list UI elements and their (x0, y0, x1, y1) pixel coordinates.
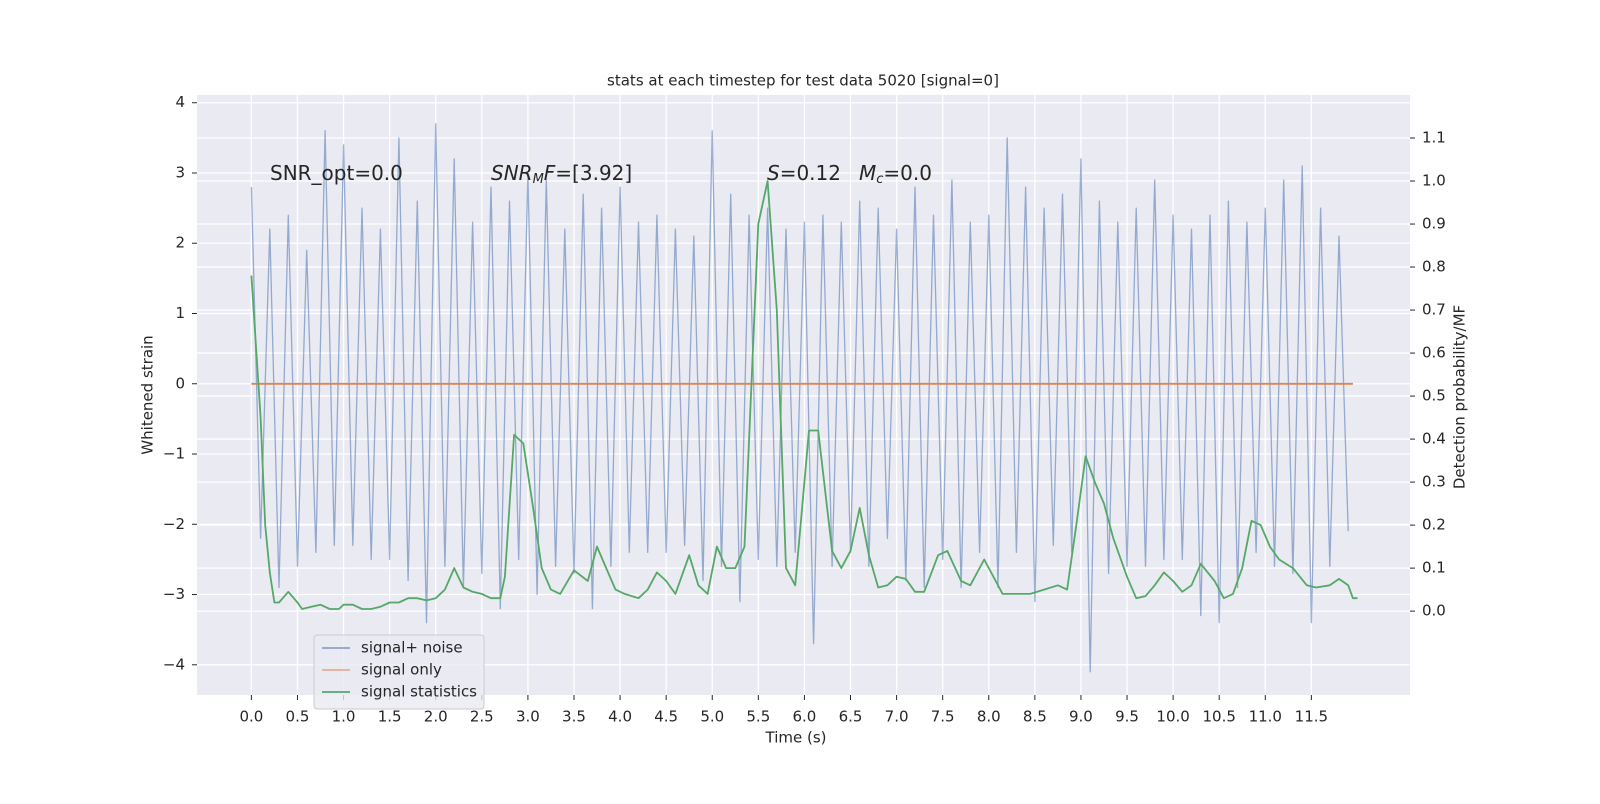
y2-tick-label: 1.1 (1422, 129, 1446, 147)
x-tick-label: 10.5 (1202, 708, 1235, 726)
y-tick-label: −3 (163, 585, 185, 603)
y2-tick-label: 0.8 (1422, 258, 1446, 276)
annotation-math: M (859, 161, 876, 185)
y-tick-label: 1 (175, 304, 185, 322)
x-tick-label: 8.0 (977, 708, 1001, 726)
annotation-text: =[3.92] (555, 161, 632, 185)
annotation: S=0.12 (767, 161, 841, 185)
legend-label: signal+ noise (361, 639, 463, 657)
legend-label: signal statistics (361, 683, 477, 701)
x-tick-label: 0.0 (239, 708, 263, 726)
y2-tick-label: 1.0 (1422, 172, 1446, 190)
y2-tick-label: 0.1 (1422, 559, 1446, 577)
annotation-subscript: M (533, 172, 544, 187)
series-line (250, 180, 1358, 610)
y2-tick-label: 0.4 (1422, 430, 1446, 448)
annotation-text: SNR_opt=0.0 (270, 161, 403, 185)
series-line (250, 123, 1349, 673)
x-tick-label: 4.5 (654, 708, 678, 726)
marks (250, 123, 1358, 673)
x-tick-label: 9.5 (1115, 708, 1139, 726)
y-tick-label: −4 (163, 655, 185, 673)
x-tick-label: 2.5 (470, 708, 494, 726)
annotation: SNR_opt=0.0 (270, 161, 403, 185)
plot-area (197, 95, 1410, 695)
x-tick-label: 3.0 (516, 708, 540, 726)
y-tick-label: 0 (175, 374, 185, 392)
x-axis-label: Time (s) (765, 729, 827, 747)
x-tick-label: 7.5 (931, 708, 955, 726)
x-tick-label: 6.5 (839, 708, 863, 726)
annotation-math: SNR (491, 161, 533, 185)
y2-tick-label: 0.2 (1422, 516, 1446, 534)
y2-tick-label: 0.0 (1422, 602, 1446, 620)
x-tick-label: 9.0 (1069, 708, 1093, 726)
x-tick-label: 7.0 (885, 708, 909, 726)
legend-box (313, 634, 485, 710)
y2-tick-label: 0.5 (1422, 387, 1446, 405)
chart-title: stats at each timestep for test data 502… (607, 72, 999, 90)
x-tick-label: 11.0 (1249, 708, 1282, 726)
annotation: SNRMF=[3.92] (491, 161, 632, 187)
y-tick-label: −1 (163, 445, 185, 463)
x-tick-label: 10.0 (1156, 708, 1189, 726)
x-tick-label: 5.5 (746, 708, 770, 726)
annotation-text: =0.12 (780, 161, 841, 185)
labels: 0.0 0.5 1.0 1.5 2.0 2.5 3.0 3.5 4.0 4.5 5.0 5.5 6.0 6… (163, 93, 1446, 725)
x-tick-label: 1.0 (332, 708, 356, 726)
x-tick-label: 11.5 (1295, 708, 1328, 726)
y-axis-label: Whitened strain (139, 335, 157, 454)
legend: signal+ noise signal only signal statistic… (313, 634, 485, 710)
grid (197, 95, 1410, 695)
annotation: Mc=0.0 (859, 161, 932, 187)
y2-tick-label: 0.3 (1422, 473, 1446, 491)
x-tick-label: 6.0 (792, 708, 816, 726)
x-tick-label: 2.0 (424, 708, 448, 726)
y2-axis-label: Detection probability/MF (1451, 305, 1469, 489)
annotation-text: =0.0 (883, 161, 932, 185)
y-tick-label: −2 (163, 515, 185, 533)
y-tick-label: 2 (175, 234, 185, 252)
annotation-math: S (767, 161, 780, 185)
y-tick-label: 4 (175, 93, 185, 111)
x-tick-label: 1.5 (378, 708, 402, 726)
x-tick-label: 0.5 (286, 708, 310, 726)
x-tick-label: 3.5 (562, 708, 586, 726)
y2-tick-label: 0.6 (1422, 344, 1446, 362)
x-tick-label: 5.0 (700, 708, 724, 726)
y2-tick-label: 0.7 (1422, 301, 1446, 319)
x-tick-label: 4.0 (608, 708, 632, 726)
legend-label: signal only (361, 661, 442, 679)
annotation-math: F (544, 161, 556, 185)
y2-tick-label: 0.9 (1422, 215, 1446, 233)
y-tick-label: 3 (175, 163, 185, 181)
annotation-subscript: c (876, 172, 883, 187)
x-tick-label: 8.5 (1023, 708, 1047, 726)
